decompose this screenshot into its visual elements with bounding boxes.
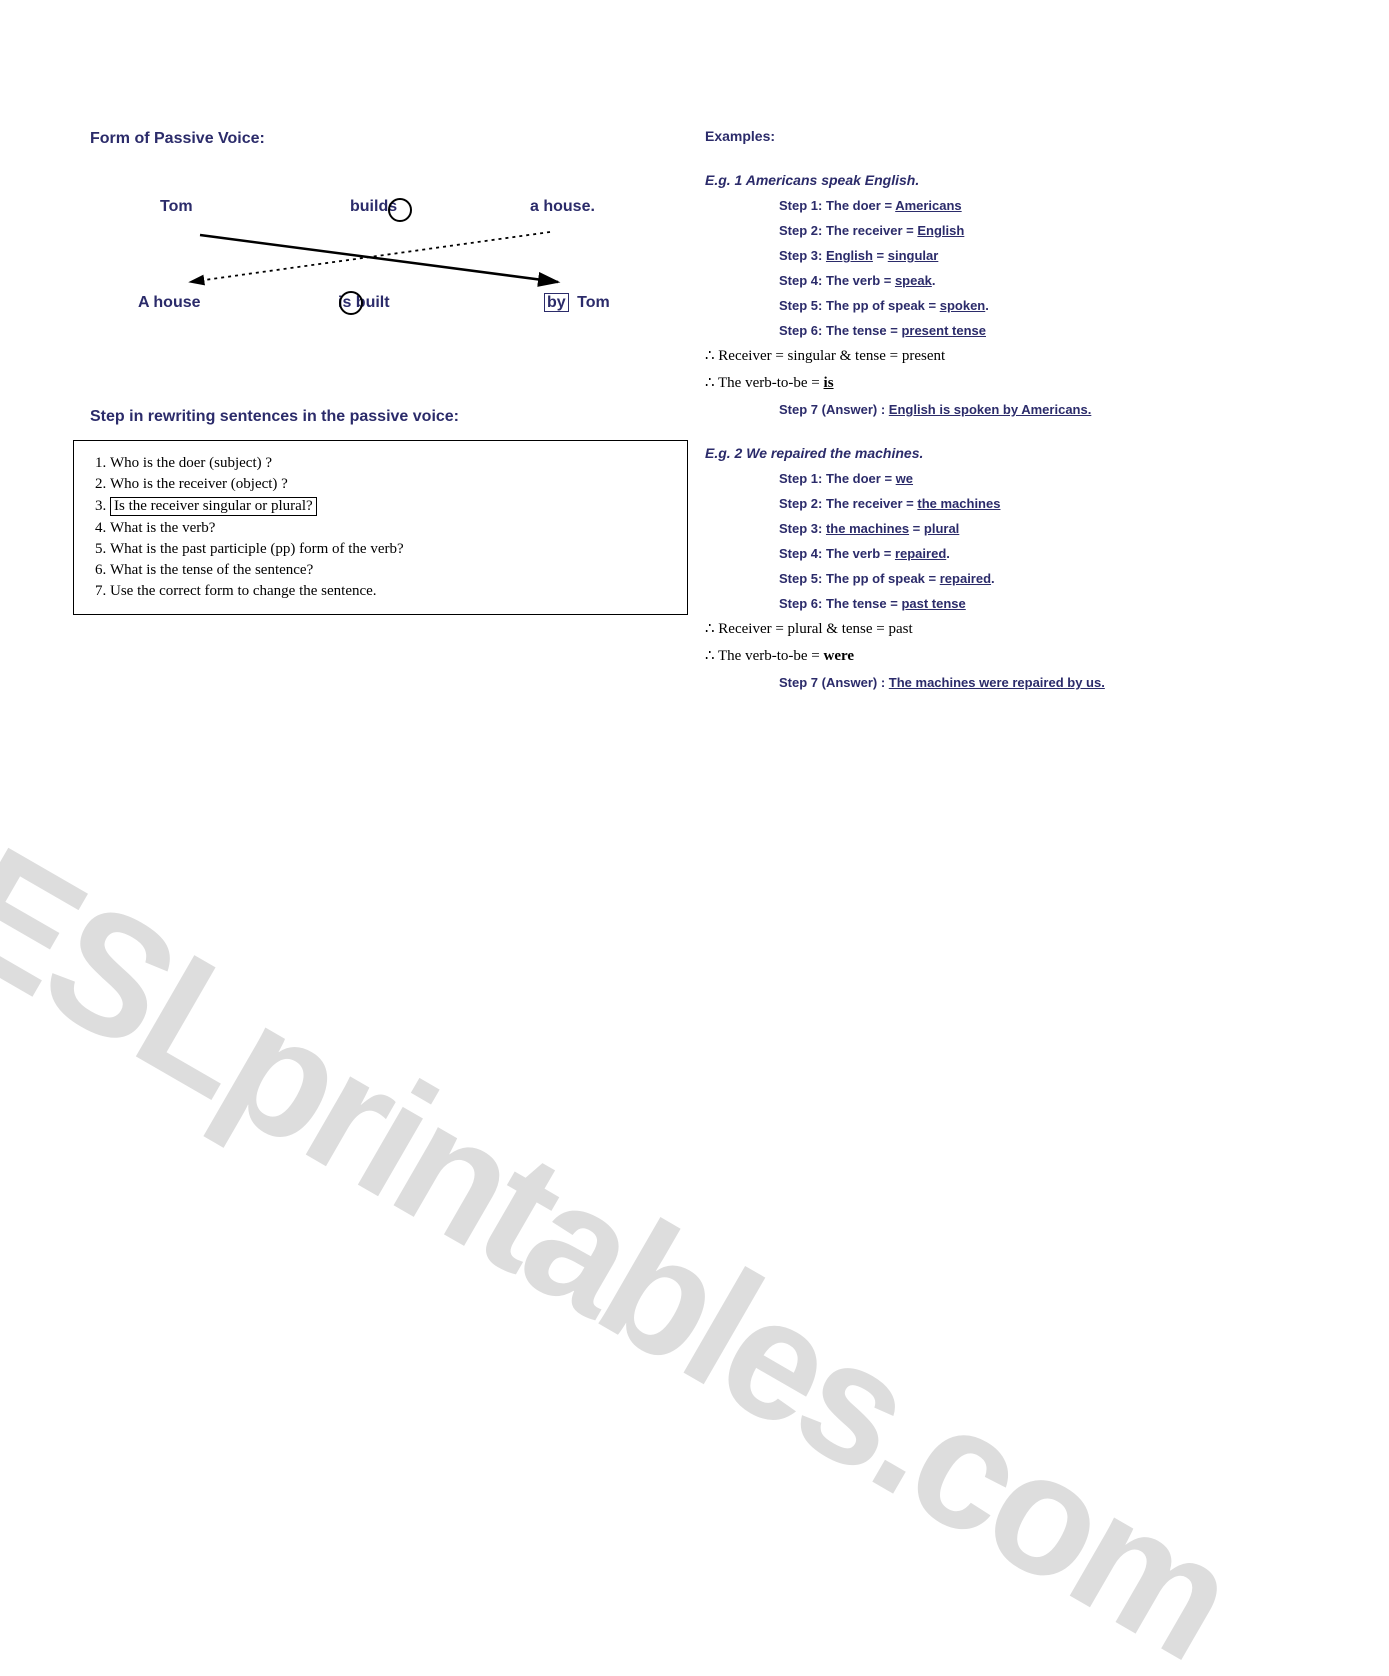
ex1-step1: Step 1: The doer = Americans <box>779 198 1345 213</box>
right-column: Examples: E.g. 1 Americans speak English… <box>705 128 1345 690</box>
ex1-therefore1: ∴ Receiver = singular & tense = present <box>705 346 1345 365</box>
step-item: Use the correct form to change the sente… <box>110 583 673 600</box>
ex1-step3: Step 3: English = singular <box>779 248 1345 263</box>
ex2-step7: Step 7 (Answer) : The machines were repa… <box>779 675 1345 690</box>
step-item: Is the receiver singular or plural? <box>110 497 673 516</box>
ex2-step4: Step 4: The verb = repaired. <box>779 546 1345 561</box>
ex2-step1: Step 1: The doer = we <box>779 471 1345 486</box>
steps-title: Step in rewriting sentences in the passi… <box>90 408 459 426</box>
step-item-boxed: Is the receiver singular or plural? <box>110 497 317 516</box>
ex2-therefore2: ∴ The verb-to-be = were <box>705 646 1345 665</box>
diagram: Tom builds a house. A house is built by … <box>90 190 630 320</box>
ex1-step7: Step 7 (Answer) : English is spoken by A… <box>779 402 1345 417</box>
ex1-therefore2: ∴ The verb-to-be = is <box>705 373 1345 392</box>
ex2-step5: Step 5: The pp of speak = repaired. <box>779 571 1345 586</box>
ex1-step4: Step 4: The verb = speak. <box>779 273 1345 288</box>
step-item: Who is the receiver (object) ? <box>110 476 673 493</box>
examples-heading: Examples: <box>705 128 1345 144</box>
step-item: What is the verb? <box>110 520 673 537</box>
watermark-text: ESLprintables.com <box>0 808 1263 1676</box>
ex2-therefore1: ∴ Receiver = plural & tense = past <box>705 619 1345 638</box>
left-heading: Form of Passive Voice: <box>90 130 265 148</box>
ex2-step3: Step 3: the machines = plural <box>779 521 1345 536</box>
step-item: What is the tense of the sentence? <box>110 562 673 579</box>
steps-box: Who is the doer (subject) ? Who is the r… <box>73 440 688 615</box>
ex1-title: E.g. 1 Americans speak English. <box>705 172 1345 188</box>
ex2-title: E.g. 2 We repaired the machines. <box>705 445 1345 461</box>
step-item: Who is the doer (subject) ? <box>110 455 673 472</box>
ex1-step6: Step 6: The tense = present tense <box>779 323 1345 338</box>
ex2-step6: Step 6: The tense = past tense <box>779 596 1345 611</box>
step-item: What is the past participle (pp) form of… <box>110 541 673 558</box>
ex2-step2: Step 2: The receiver = the machines <box>779 496 1345 511</box>
diagram-svg <box>90 190 630 320</box>
ex1-step2: Step 2: The receiver = English <box>779 223 1345 238</box>
ex1-step5: Step 5: The pp of speak = spoken. <box>779 298 1345 313</box>
